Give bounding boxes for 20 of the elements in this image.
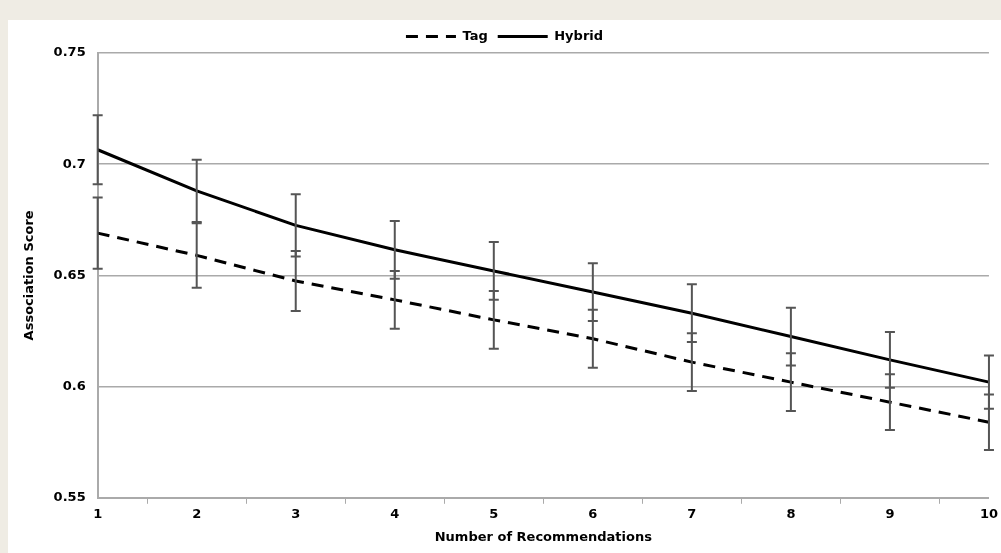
y-tick-label: 0.75 [53, 44, 86, 60]
x-tick-label: 4 [390, 505, 400, 521]
line-series [96, 231, 991, 424]
x-tick-label: 1 [93, 505, 103, 521]
x-tick-label: 10 [979, 505, 998, 521]
x-tick-label: 9 [885, 505, 895, 521]
legend-label: Tag [462, 27, 488, 43]
y-axis-title: Association Score [21, 210, 37, 341]
x-tick-label: 8 [786, 505, 796, 521]
y-tick-label: 0.55 [53, 489, 86, 505]
y-tick-label: 0.7 [62, 155, 86, 171]
x-tick-label: 3 [291, 505, 301, 521]
x-tick-label: 6 [588, 505, 598, 521]
x-axis-title: Number of Recommendations [434, 528, 653, 544]
x-tick-label: 5 [489, 505, 499, 521]
x-tick-label: 2 [192, 505, 202, 521]
y-tick-label: 0.65 [53, 266, 86, 282]
x-tick-label: 7 [687, 505, 697, 521]
y-tick-label: 0.6 [62, 377, 86, 393]
legend-label: Hybrid [554, 27, 604, 43]
